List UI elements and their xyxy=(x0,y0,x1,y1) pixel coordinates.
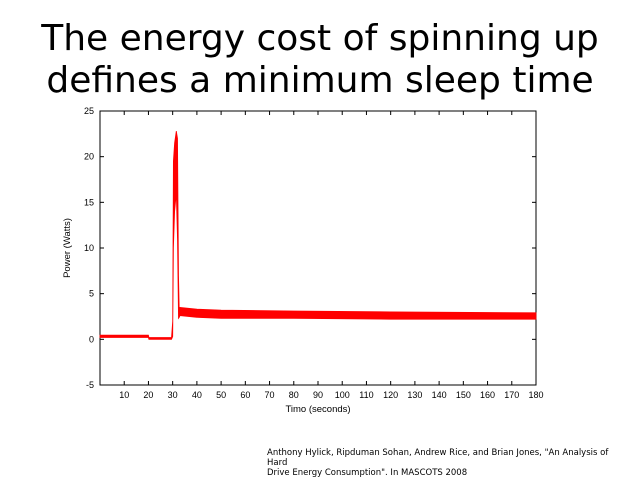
x-tick-label: 180 xyxy=(528,390,543,400)
plot-frame xyxy=(99,110,537,386)
citation-line-1: Anthony Hylick, Ripduman Sohan, Andrew R… xyxy=(267,448,609,468)
x-tick-label: 110 xyxy=(359,390,373,400)
y-axis-label: Power (Watts) xyxy=(62,218,73,278)
x-tick-label: 40 xyxy=(192,390,202,400)
power-series-band xyxy=(99,131,537,340)
citation-line-2: Drive Energy Consumption". In MASCOTS 20… xyxy=(267,468,468,478)
x-tick-label: 120 xyxy=(383,390,398,400)
x-tick-label: 90 xyxy=(313,390,323,400)
y-tick-label: -5 xyxy=(86,380,94,390)
x-tick-label: 80 xyxy=(289,390,299,400)
x-tick-label: 150 xyxy=(456,390,471,400)
y-tick-label: 5 xyxy=(89,289,94,299)
x-tick-label: 50 xyxy=(216,390,226,400)
slide-title-line-1: The energy cost of spinning up xyxy=(41,18,599,59)
x-tick-label: 20 xyxy=(143,390,153,400)
x-tick-label: 140 xyxy=(432,390,447,400)
x-tick-label: 100 xyxy=(335,390,350,400)
x-tick-label: 70 xyxy=(265,390,275,400)
x-tick-label: 130 xyxy=(407,390,422,400)
x-tick-label: 170 xyxy=(504,390,519,400)
y-tick-label: 20 xyxy=(84,152,94,162)
x-tick-label: 10 xyxy=(119,390,129,400)
x-tick-label: 60 xyxy=(240,390,250,400)
y-tick-label: 0 xyxy=(89,334,94,344)
y-tick-label: 10 xyxy=(84,243,94,253)
y-tick-label: 15 xyxy=(84,197,94,207)
x-tick-label: 30 xyxy=(168,390,178,400)
citation: Anthony Hylick, Ripduman Sohan, Andrew R… xyxy=(267,448,627,478)
slide-title-line-2: defines a minimum sleep time xyxy=(46,60,594,101)
y-tick-label: 25 xyxy=(84,106,94,116)
x-tick-label: 160 xyxy=(480,390,495,400)
slide-title: The energy cost of spinning up defines a… xyxy=(0,18,640,102)
x-axis-label: Timo (seconds) xyxy=(285,404,350,415)
